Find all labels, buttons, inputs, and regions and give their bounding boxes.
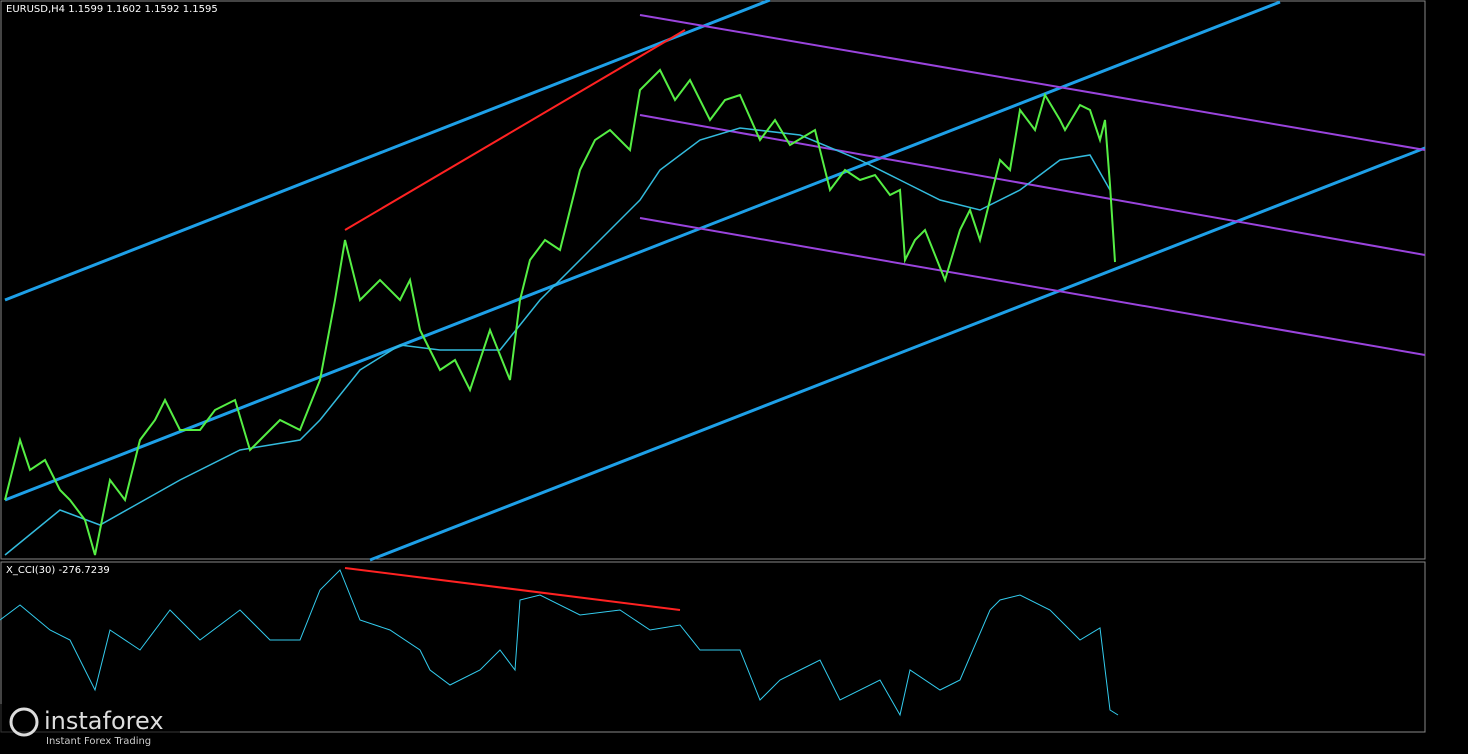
indicator-name: X_CCI(30) -276.7239 — [6, 565, 110, 576]
regression-line — [639, 114, 1426, 256]
price-candles — [4, 68, 1116, 556]
logo-brand: instaforex — [44, 707, 164, 735]
cci-line — [0, 569, 1119, 717]
channel-line — [369, 146, 1426, 562]
channel-line — [4, 0, 771, 302]
regression-line — [639, 14, 1426, 151]
trend-lines — [4, 0, 1426, 611]
trend-line — [344, 29, 686, 231]
symbol-header: EURUSD,H4 1.1599 1.1602 1.1592 1.1595 — [6, 4, 218, 15]
logo-icon — [9, 707, 39, 737]
ohlc: 1.1599 1.1602 1.1592 1.1595 — [68, 4, 218, 15]
main-frame — [0, 0, 1426, 560]
regression-line — [639, 217, 1426, 356]
channel-line — [4, 0, 1281, 502]
divergence-line — [344, 567, 681, 611]
logo: instaforex Instant Forex Trading — [0, 704, 180, 750]
logo-tagline: Instant Forex Trading — [46, 736, 151, 747]
indicator-frame — [0, 561, 1426, 733]
symbol: EURUSD,H4 — [6, 4, 65, 15]
